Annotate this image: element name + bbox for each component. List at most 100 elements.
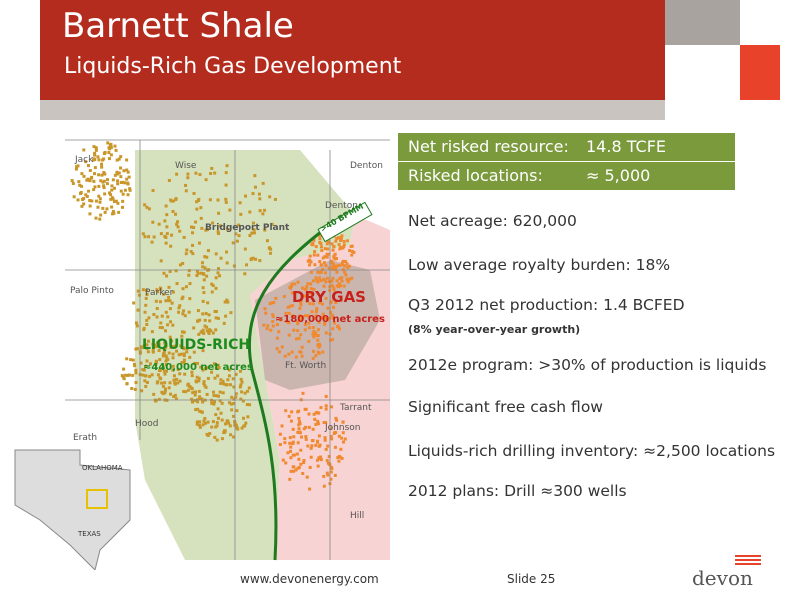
well-dot [305, 475, 309, 479]
well-dot [235, 426, 239, 430]
well-dot [150, 240, 154, 244]
well-dot [323, 322, 327, 326]
well-dot [194, 220, 198, 224]
well-dot [289, 445, 293, 449]
well-dot [326, 473, 330, 477]
well-dot [312, 316, 316, 320]
bullet: 2012 plans: Drill ≈300 wells [408, 482, 627, 500]
well-dot [181, 261, 185, 265]
well-dot [337, 263, 341, 267]
well-dot [163, 369, 167, 373]
well-dot [316, 280, 320, 284]
well-dot [213, 435, 217, 439]
well-dot [119, 166, 123, 170]
well-dot [239, 383, 243, 387]
well-dot [284, 461, 288, 465]
well-dot [204, 312, 208, 316]
well-dot [322, 284, 326, 288]
well-dot [145, 359, 149, 363]
well-dot [98, 200, 102, 204]
well-dot [335, 237, 339, 241]
well-dot [298, 350, 302, 354]
well-dot [176, 220, 180, 224]
well-dot [348, 277, 352, 281]
well-dot [119, 180, 123, 184]
well-dot [321, 256, 325, 260]
well-dot [311, 326, 315, 330]
well-dot [187, 310, 191, 314]
well-dot [339, 237, 343, 241]
well-dot [350, 276, 354, 280]
table-row: Net risked resource: 14.8 TCFE [398, 133, 735, 161]
well-dot [185, 248, 189, 252]
well-dot [144, 364, 148, 368]
well-dot [305, 285, 309, 289]
well-dot [97, 184, 101, 188]
well-dot [72, 195, 76, 199]
well-dot [235, 409, 239, 413]
well-dot [178, 379, 182, 383]
well-dot [167, 295, 171, 299]
well-dot [214, 286, 218, 290]
bullet: Net acreage: 620,000 [408, 212, 577, 230]
well-dot [287, 311, 291, 315]
well-dot [219, 411, 223, 415]
well-dot [214, 276, 218, 280]
well-dot [178, 229, 182, 233]
well-dot [281, 458, 285, 462]
well-dot [90, 175, 94, 179]
well-dot [288, 441, 292, 445]
well-dot [183, 314, 187, 318]
map-label: OKLAHOMA [82, 464, 123, 472]
well-dot [103, 210, 107, 214]
well-dot [213, 310, 217, 314]
well-dot [200, 397, 204, 401]
well-dot [232, 397, 236, 401]
well-dot [319, 270, 323, 274]
well-dot [151, 220, 155, 224]
well-dot [160, 381, 164, 385]
well-dot [102, 184, 106, 188]
well-dot [292, 328, 296, 332]
well-dot [228, 401, 232, 405]
well-dot [198, 395, 202, 399]
well-dot [226, 300, 230, 304]
well-dot [329, 426, 333, 430]
well-dot [195, 200, 199, 204]
well-dot [223, 300, 227, 304]
well-dot [126, 373, 130, 377]
well-dot [120, 205, 124, 209]
well-dot [128, 187, 132, 191]
well-dot [220, 401, 224, 405]
well-dot [303, 323, 307, 327]
well-dot [158, 369, 162, 373]
well-dot [165, 274, 169, 278]
well-dot [164, 359, 168, 363]
well-dot [299, 303, 303, 307]
well-dot [212, 390, 216, 394]
well-dot [88, 169, 92, 173]
well-dot [304, 314, 308, 318]
cell: Risked locations: [408, 166, 543, 185]
well-dot [190, 387, 194, 391]
well-dot [205, 255, 209, 259]
well-dot [214, 413, 218, 417]
well-dot [253, 185, 257, 189]
well-dot [317, 342, 321, 346]
well-dot [211, 221, 215, 225]
well-dot [127, 175, 131, 179]
well-dot [184, 285, 188, 289]
well-dot [302, 427, 306, 431]
deco-grey [665, 0, 740, 45]
well-dot [164, 241, 168, 245]
well-dot [331, 337, 335, 341]
well-dot [190, 400, 194, 404]
well-dot [210, 425, 214, 429]
well-dot [326, 276, 330, 280]
well-dot [326, 306, 330, 310]
well-dot [217, 211, 221, 215]
well-dot [158, 286, 162, 290]
map-label: Jack [74, 155, 94, 165]
well-dot [204, 228, 208, 232]
